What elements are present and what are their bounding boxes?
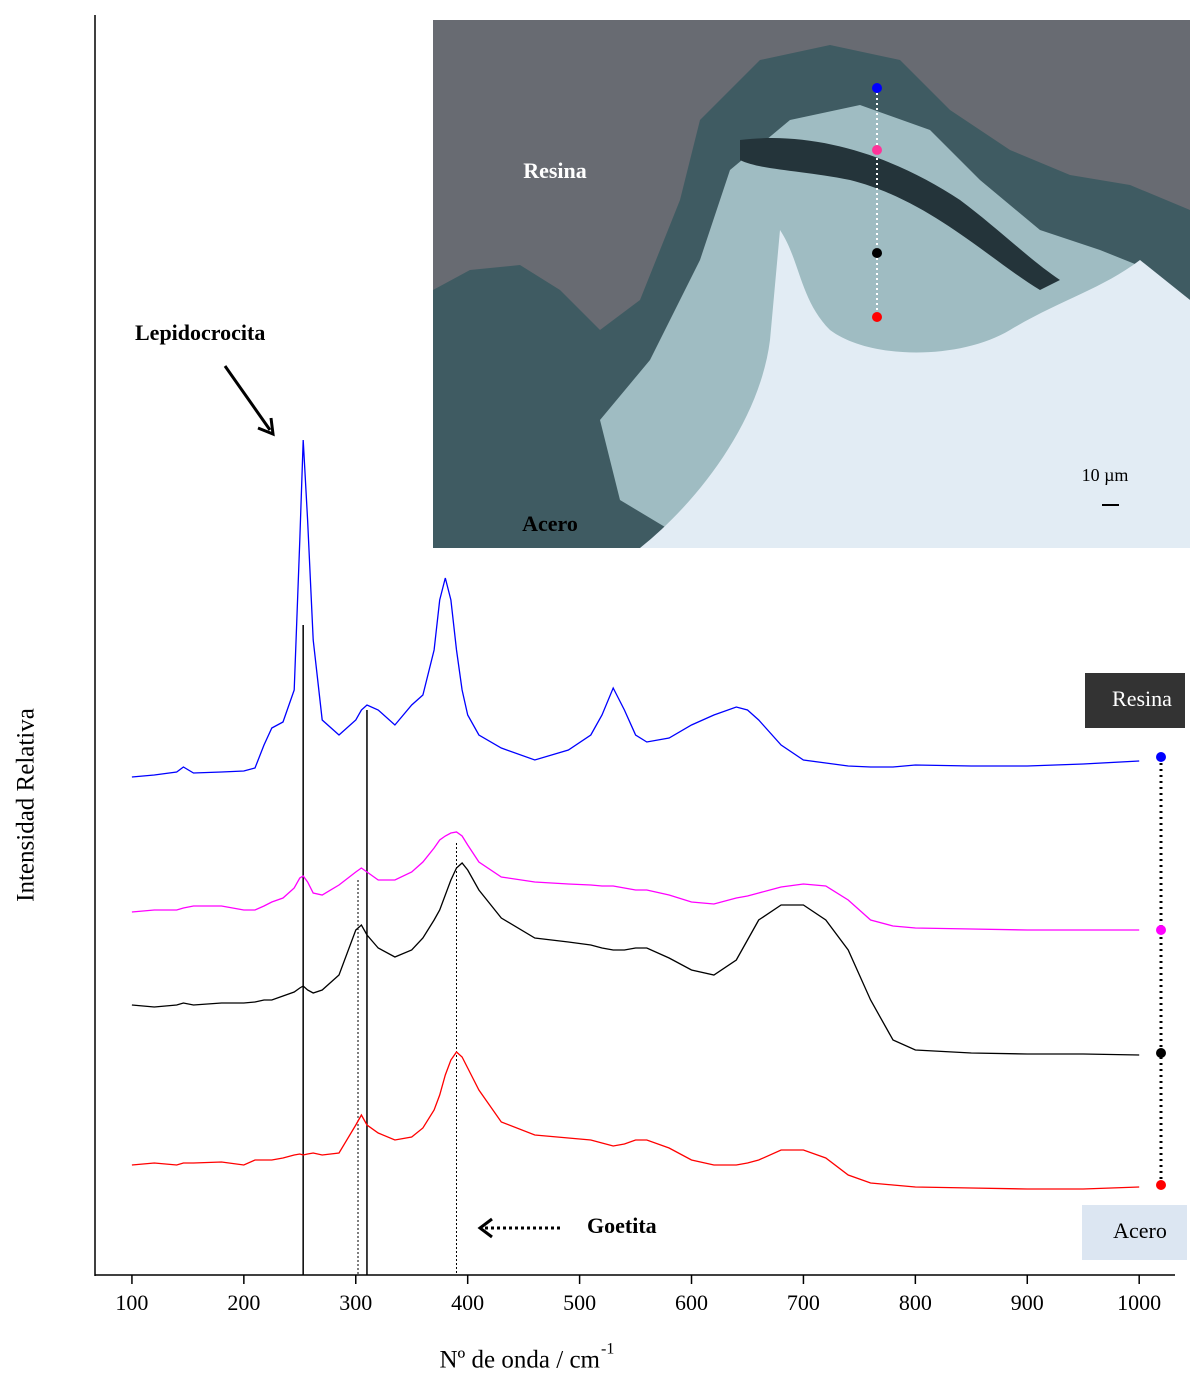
x-axis-label-sup: -1 — [601, 1341, 614, 1358]
inset-dot — [872, 83, 882, 93]
x-tick-label: 600 — [675, 1290, 708, 1315]
legend-dot — [1156, 1048, 1166, 1058]
side-label: Acero — [1113, 1218, 1167, 1243]
x-tick-label: 900 — [1011, 1290, 1044, 1315]
x-tick-label: 400 — [451, 1290, 484, 1315]
inset-steel-light — [640, 230, 1190, 548]
inset-label: Acero — [522, 511, 578, 536]
legend-dot — [1156, 752, 1166, 762]
inset: Resina Acero 10 µm — [433, 20, 1190, 548]
x-tick-label: 500 — [563, 1290, 596, 1315]
side-label-box — [1085, 673, 1185, 728]
x-tick-label: 200 — [227, 1290, 260, 1315]
spectrum-line — [131, 831, 1140, 931]
x-tick-label: 700 — [787, 1290, 820, 1315]
x-tick-label: 300 — [339, 1290, 372, 1315]
x-axis-label: Nº de onda / cm — [440, 1347, 601, 1374]
inset-dark-band — [740, 138, 1060, 290]
annotation-arrowhead — [477, 1217, 493, 1239]
annotation-arrow — [223, 365, 272, 431]
annotation: Goetita — [587, 1213, 657, 1238]
spectrum-line — [131, 1051, 1140, 1190]
x-tick-label: 800 — [899, 1290, 932, 1315]
side-label: Resina — [1112, 686, 1172, 711]
annotation: Lepidocrocita — [135, 320, 265, 345]
x-tick-label: 100 — [115, 1290, 148, 1315]
inset-dot — [872, 312, 882, 322]
y-axis-label: Intensidad Relativa — [13, 708, 40, 902]
inset-label: Resina — [523, 158, 587, 183]
spectrum-line — [131, 862, 1140, 1056]
annotation-arrowhead — [257, 417, 275, 437]
x-tick-label: 1000 — [1117, 1290, 1161, 1315]
legend-dot — [1156, 1180, 1166, 1190]
inset-dot — [872, 248, 882, 258]
legend-dot — [1156, 925, 1166, 935]
spectrum-line — [131, 439, 1140, 778]
inset-scale-label: 10 µm — [1082, 465, 1129, 485]
inset-dot — [872, 145, 882, 155]
side-label-box — [1082, 1205, 1187, 1260]
